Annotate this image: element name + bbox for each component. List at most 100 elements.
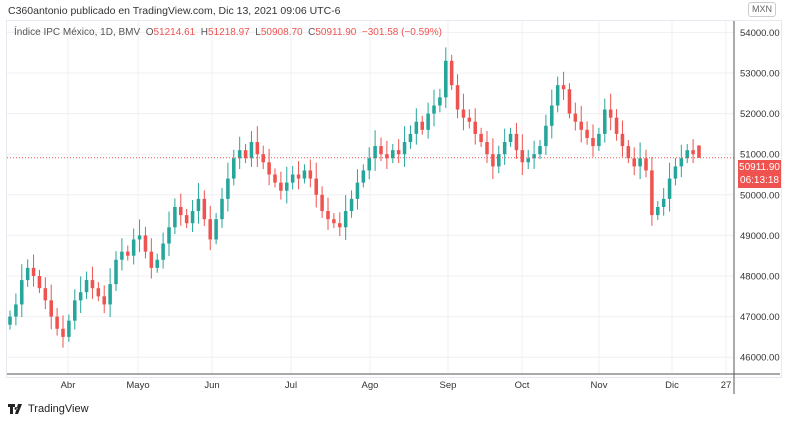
price-tick-label: 46000.00 (740, 353, 780, 364)
candle-body (485, 142, 489, 155)
candle-body (632, 158, 636, 167)
candle-body (214, 219, 218, 240)
candle-body (226, 178, 230, 199)
candle-body (402, 142, 407, 155)
candle-body (302, 170, 307, 179)
candle-body (43, 288, 48, 301)
candle-body (14, 304, 18, 317)
candle-body (90, 280, 95, 289)
time-tick-label: Sep (440, 380, 457, 391)
candle-body (179, 206, 183, 216)
candle-body (467, 117, 472, 122)
candle-body (391, 150, 395, 159)
candle-body (338, 223, 342, 228)
candle-body (497, 154, 501, 167)
currency-button[interactable]: MXN (748, 2, 776, 17)
candle-body (473, 121, 477, 134)
candle-body (8, 316, 12, 325)
price-tick-label: 53000.00 (740, 69, 780, 80)
candle-body (25, 267, 30, 281)
candle-body (573, 113, 578, 122)
chart-frame (6, 20, 782, 378)
candle-body (120, 251, 124, 260)
change-value: −301.58 (−0.59%) (361, 27, 442, 38)
candle-body (585, 129, 589, 138)
candle-body (102, 296, 106, 305)
candle-body (78, 292, 83, 301)
candle-body (373, 146, 377, 159)
time-tick-label: Nov (591, 380, 608, 391)
candle-body (667, 178, 672, 199)
candle-body (432, 105, 436, 114)
candle-body (608, 109, 613, 118)
candle-body (603, 109, 607, 134)
bar-countdown: 06:13:18 (740, 175, 779, 186)
candle-body (420, 121, 424, 130)
candle-body (249, 142, 254, 159)
candle-body (255, 142, 260, 155)
candle-body (267, 162, 271, 175)
candle-body (237, 150, 242, 159)
candle-body (526, 158, 530, 163)
low-label: L (255, 27, 261, 38)
candle-body (544, 125, 548, 147)
candle-body (137, 235, 142, 240)
candle-body (661, 198, 666, 207)
candle-body (426, 113, 430, 130)
candle-body (656, 206, 660, 216)
candle-body (396, 150, 401, 155)
candle-body (444, 60, 448, 98)
candle-body (508, 133, 513, 143)
candle-body (361, 170, 366, 183)
candle-body (414, 121, 419, 134)
candle-body (67, 320, 71, 337)
candle-body (550, 105, 554, 126)
close-value: 50911.90 (315, 27, 357, 38)
price-tick-label: 49000.00 (740, 231, 780, 242)
candle-body (290, 174, 295, 183)
candle-body (261, 154, 265, 163)
candle-body (638, 158, 642, 167)
candle-body (355, 182, 360, 199)
price-tick-label: 51000.00 (740, 150, 780, 161)
candle-body (220, 198, 224, 220)
candle-body (697, 145, 701, 158)
candle-body (279, 182, 283, 191)
candle-body (479, 133, 483, 143)
price-tick-label: 54000.00 (740, 28, 780, 39)
candle-body (597, 133, 601, 147)
candle-body (37, 276, 42, 289)
tradingview-logo-icon (8, 404, 22, 414)
candle-body (620, 133, 625, 147)
candle-body (285, 182, 289, 191)
symbol-name: Índice IPC México, 1D, BMV (14, 27, 141, 38)
brand-name: TradingView (28, 403, 89, 415)
price-tick-label: 50000.00 (740, 190, 780, 201)
candle-body (320, 194, 324, 212)
high-value: 51218.97 (208, 27, 250, 38)
candle-body (626, 146, 631, 159)
time-tick-label: Jun (204, 380, 219, 391)
candle-body (343, 211, 348, 228)
price-tick-label: 52000.00 (740, 109, 780, 120)
candle-body (326, 211, 330, 220)
open-label: O (145, 27, 154, 38)
ohlc-legend: Índice IPC México, 1D, BMV O51214.61 H51… (14, 27, 442, 38)
candle-body (84, 280, 89, 293)
candle-body (31, 267, 36, 276)
candle-body (385, 154, 389, 159)
candle-body (202, 198, 207, 220)
tradingview-logo[interactable]: TradingView (8, 403, 89, 415)
high-label: H (200, 27, 209, 38)
candle-body (379, 146, 383, 155)
candle-body (20, 280, 24, 305)
candle-body (685, 150, 689, 159)
candle-body (644, 158, 648, 171)
candle-body (555, 85, 560, 106)
candle-body (143, 235, 148, 252)
candle-body (532, 154, 536, 159)
candle-body (232, 158, 236, 179)
time-tick-label: Ago (362, 380, 379, 391)
candle-body (349, 198, 354, 212)
